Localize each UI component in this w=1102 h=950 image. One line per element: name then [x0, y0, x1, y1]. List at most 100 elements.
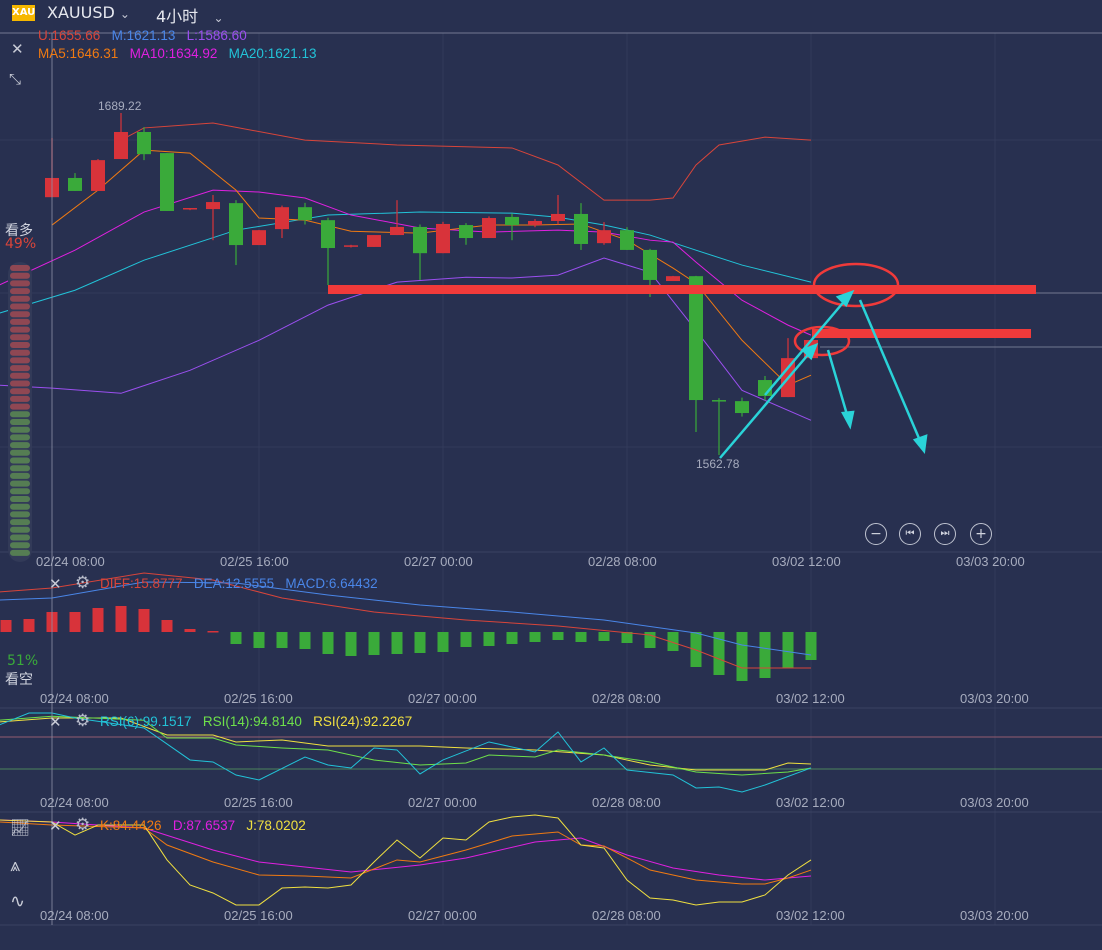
collapse-icon[interactable]: ⤡ [9, 70, 22, 88]
high-price-label: 1689.22 [98, 99, 142, 113]
macd-bar [414, 632, 426, 653]
macd-bar [713, 632, 725, 675]
macd-bar [69, 612, 81, 632]
macd-bar [759, 632, 771, 678]
candle-body [252, 230, 266, 246]
arrow-annotation[interactable] [764, 297, 848, 396]
resistance-line-annotation[interactable] [328, 285, 1036, 294]
k-value: K:84.4426 [100, 818, 162, 833]
boll-upper-line [120, 122, 812, 201]
dea-value: DEA:12.5555 [193, 576, 275, 591]
bull-pill [10, 280, 30, 287]
period-selector[interactable]: 4小时 ⌄ [156, 3, 224, 27]
macd-bar [138, 609, 150, 632]
bull-pill [10, 357, 30, 364]
symbol-selector[interactable]: XAUUSD ⌄ [47, 3, 130, 22]
waveform-icon[interactable]: ∿ [10, 891, 26, 912]
macd-bar [322, 632, 334, 654]
bull-pill [10, 326, 30, 333]
bull-percent: 49% [5, 236, 37, 252]
resistance-line-annotation[interactable] [812, 329, 1031, 338]
macd-bar [575, 632, 587, 642]
time-axis-label: 02/28 08:00 [592, 908, 661, 923]
macd-bar [0, 620, 12, 632]
arrow-annotation[interactable] [858, 299, 923, 444]
candle-body [183, 207, 197, 210]
time-axis-label: 03/03 20:00 [956, 554, 1025, 569]
candle-body [643, 249, 657, 280]
period-name: 4小时 [156, 7, 199, 26]
scroll-end-button[interactable]: ⏭ [934, 523, 956, 545]
bull-pill [10, 388, 30, 395]
rsi-settings-icon[interactable]: ⚙ [75, 711, 91, 731]
candle-body [91, 160, 105, 191]
bear-pill [10, 496, 30, 502]
bear-pill [10, 519, 30, 526]
macd-bar [23, 619, 35, 632]
macd-bar [483, 632, 495, 646]
time-axis-label: 02/24 08:00 [40, 691, 109, 706]
macd-bar [230, 632, 242, 644]
macd-bar [805, 632, 817, 660]
time-axis-label: 03/02 12:00 [776, 908, 845, 923]
candle-body [344, 245, 358, 247]
bull-pill [10, 349, 30, 356]
macd-settings-icon[interactable]: ⚙ [75, 573, 91, 593]
macd-panel [0, 572, 817, 681]
bear-pill [10, 511, 30, 518]
bear-pill [10, 411, 30, 418]
drawing-compass-icon[interactable]: ⩓ [10, 855, 21, 876]
time-axis-label: 03/02 12:00 [776, 691, 845, 706]
macd-bar [782, 632, 794, 668]
chevron-down-icon: ⌄ [213, 11, 224, 25]
rsi24-line [0, 717, 812, 771]
scroll-start-button[interactable]: ⏮ [899, 523, 921, 545]
bull-label: 看多 [5, 223, 33, 239]
macd-bar [299, 632, 311, 649]
d-value: D:87.6537 [172, 818, 236, 833]
bear-pill [10, 534, 30, 541]
macd-bar [736, 632, 748, 681]
candles [45, 113, 818, 455]
time-axis-label: 02/28 08:00 [592, 795, 661, 810]
close-kdj-icon[interactable]: ✕ [49, 817, 62, 835]
top-bar: XAU XAUUSD ⌄ 4小时 ⌄ [0, 0, 1102, 30]
candle-body [275, 207, 289, 230]
candle-body [735, 401, 749, 414]
zoom-out-button[interactable]: − [865, 523, 887, 545]
k-line [0, 821, 812, 885]
dea-line [0, 581, 812, 656]
rsi24-value: RSI(24):92.2267 [313, 714, 413, 729]
ma20-value: MA20:1621.13 [228, 46, 317, 61]
close-macd-icon[interactable]: ✕ [49, 575, 62, 593]
close-icon[interactable]: ✕ [11, 40, 24, 58]
arrow-annotation[interactable] [719, 349, 813, 459]
macd-bar [253, 632, 265, 648]
bear-pill [10, 542, 30, 549]
time-axis-label: 02/24 08:00 [40, 908, 109, 923]
bear-pill [10, 442, 30, 449]
candle-body [367, 235, 381, 247]
bear-label: 看空 [5, 672, 33, 688]
macd-bar [161, 620, 173, 632]
bear-pill [10, 426, 30, 433]
candle-body [574, 213, 588, 244]
candle-body [689, 276, 703, 401]
candle-body [551, 213, 565, 221]
rsi14-line [0, 715, 812, 776]
indicator-chart-icon[interactable]: 📈︎ [10, 818, 31, 837]
annotations[interactable] [328, 262, 1036, 459]
close-rsi-icon[interactable]: ✕ [49, 713, 62, 731]
arrow-annotation[interactable] [826, 349, 850, 419]
circle-annotation[interactable] [812, 262, 900, 308]
time-axis-label: 02/25 16:00 [224, 908, 293, 923]
zoom-in-button[interactable]: + [970, 523, 992, 545]
bull-pill [10, 288, 30, 295]
bull-pill [10, 342, 30, 348]
bull-pill [10, 272, 30, 279]
macd-bar [667, 632, 679, 651]
macd-bar [506, 632, 518, 644]
candle-body [321, 220, 335, 249]
kdj-settings-icon[interactable]: ⚙ [75, 815, 91, 835]
